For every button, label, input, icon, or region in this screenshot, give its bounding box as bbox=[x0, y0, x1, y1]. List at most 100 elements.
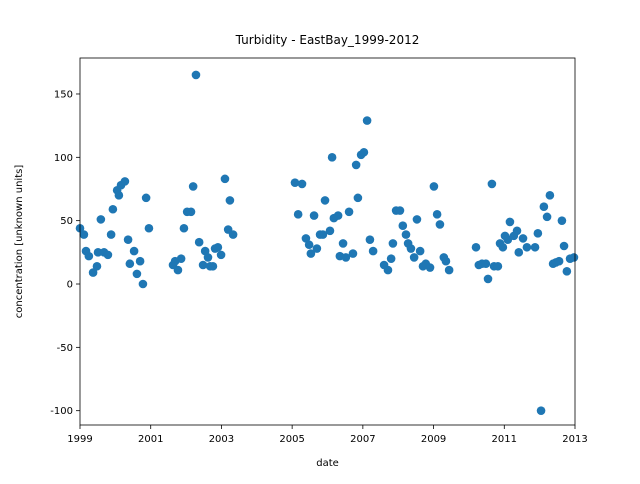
point bbox=[304, 240, 314, 250]
point bbox=[216, 250, 226, 260]
x-tick-label: 2013 bbox=[562, 434, 587, 445]
point bbox=[79, 230, 89, 239]
point bbox=[530, 242, 540, 252]
point bbox=[351, 160, 361, 170]
point bbox=[176, 254, 186, 263]
point bbox=[141, 193, 151, 203]
point bbox=[365, 235, 375, 244]
point bbox=[429, 182, 439, 191]
point bbox=[203, 253, 213, 262]
y-tick-label: -100 bbox=[50, 406, 73, 417]
y-tick-label: -50 bbox=[57, 343, 73, 354]
point bbox=[533, 229, 543, 238]
point bbox=[213, 242, 223, 252]
point bbox=[132, 269, 142, 279]
point bbox=[125, 259, 135, 269]
point bbox=[333, 211, 343, 220]
y-tick-label: 50 bbox=[60, 216, 73, 227]
point bbox=[129, 246, 139, 256]
point bbox=[554, 256, 564, 266]
point bbox=[441, 256, 451, 266]
point bbox=[318, 230, 328, 239]
point bbox=[562, 267, 572, 276]
point bbox=[225, 196, 235, 205]
point bbox=[120, 177, 130, 186]
point bbox=[114, 191, 124, 200]
point bbox=[481, 259, 491, 269]
point bbox=[415, 246, 425, 256]
point bbox=[406, 244, 416, 253]
point bbox=[483, 274, 493, 284]
x-tick-label: 2011 bbox=[492, 434, 517, 445]
point bbox=[106, 230, 116, 239]
point bbox=[138, 279, 148, 289]
point bbox=[96, 215, 106, 224]
point bbox=[536, 406, 546, 415]
point bbox=[493, 261, 503, 271]
point bbox=[522, 242, 532, 252]
y-axis-label: concentration [unknown units] bbox=[14, 165, 25, 319]
point bbox=[471, 242, 481, 252]
point bbox=[309, 211, 319, 220]
point bbox=[539, 202, 549, 212]
point bbox=[359, 147, 369, 157]
point bbox=[194, 237, 204, 247]
point bbox=[198, 260, 208, 270]
point bbox=[348, 249, 358, 258]
point bbox=[325, 226, 335, 236]
point bbox=[514, 248, 524, 257]
plot-frame bbox=[79, 57, 576, 426]
point bbox=[425, 263, 435, 272]
point bbox=[383, 265, 393, 275]
x-axis-label: date bbox=[316, 458, 339, 469]
x-tick-label: 2003 bbox=[209, 434, 234, 445]
point bbox=[512, 226, 522, 236]
point bbox=[569, 253, 579, 262]
y-tick-label: 0 bbox=[67, 280, 73, 291]
x-tick-label: 1999 bbox=[67, 434, 92, 445]
point bbox=[341, 253, 351, 262]
point bbox=[228, 230, 238, 239]
point bbox=[398, 221, 408, 231]
point bbox=[84, 251, 94, 261]
point bbox=[487, 179, 497, 189]
point bbox=[293, 210, 303, 219]
y-tick-label: 150 bbox=[54, 89, 73, 100]
point bbox=[542, 212, 552, 222]
point bbox=[338, 239, 348, 248]
point bbox=[545, 191, 555, 200]
point bbox=[432, 210, 442, 219]
point bbox=[188, 182, 198, 191]
point bbox=[557, 216, 567, 225]
point bbox=[559, 241, 569, 251]
point bbox=[123, 235, 133, 244]
point bbox=[388, 239, 398, 248]
point bbox=[103, 250, 113, 260]
point bbox=[92, 261, 102, 271]
point bbox=[290, 178, 300, 187]
point bbox=[327, 153, 337, 162]
point bbox=[435, 220, 445, 229]
point bbox=[401, 230, 411, 239]
point bbox=[409, 253, 419, 262]
point bbox=[186, 207, 196, 217]
point bbox=[368, 246, 378, 256]
x-tick-label: 2009 bbox=[421, 434, 446, 445]
point bbox=[220, 174, 230, 184]
point bbox=[386, 254, 396, 263]
y-tick-label: 100 bbox=[54, 153, 73, 164]
point bbox=[320, 196, 330, 205]
x-tick-label: 2007 bbox=[350, 434, 375, 445]
point bbox=[144, 223, 154, 233]
point bbox=[301, 234, 311, 243]
point bbox=[108, 204, 118, 214]
x-tick-label: 2001 bbox=[138, 434, 163, 445]
point bbox=[395, 206, 405, 215]
point bbox=[179, 223, 189, 233]
point bbox=[505, 217, 515, 227]
point bbox=[312, 244, 322, 253]
point bbox=[135, 256, 145, 266]
point bbox=[344, 207, 354, 217]
